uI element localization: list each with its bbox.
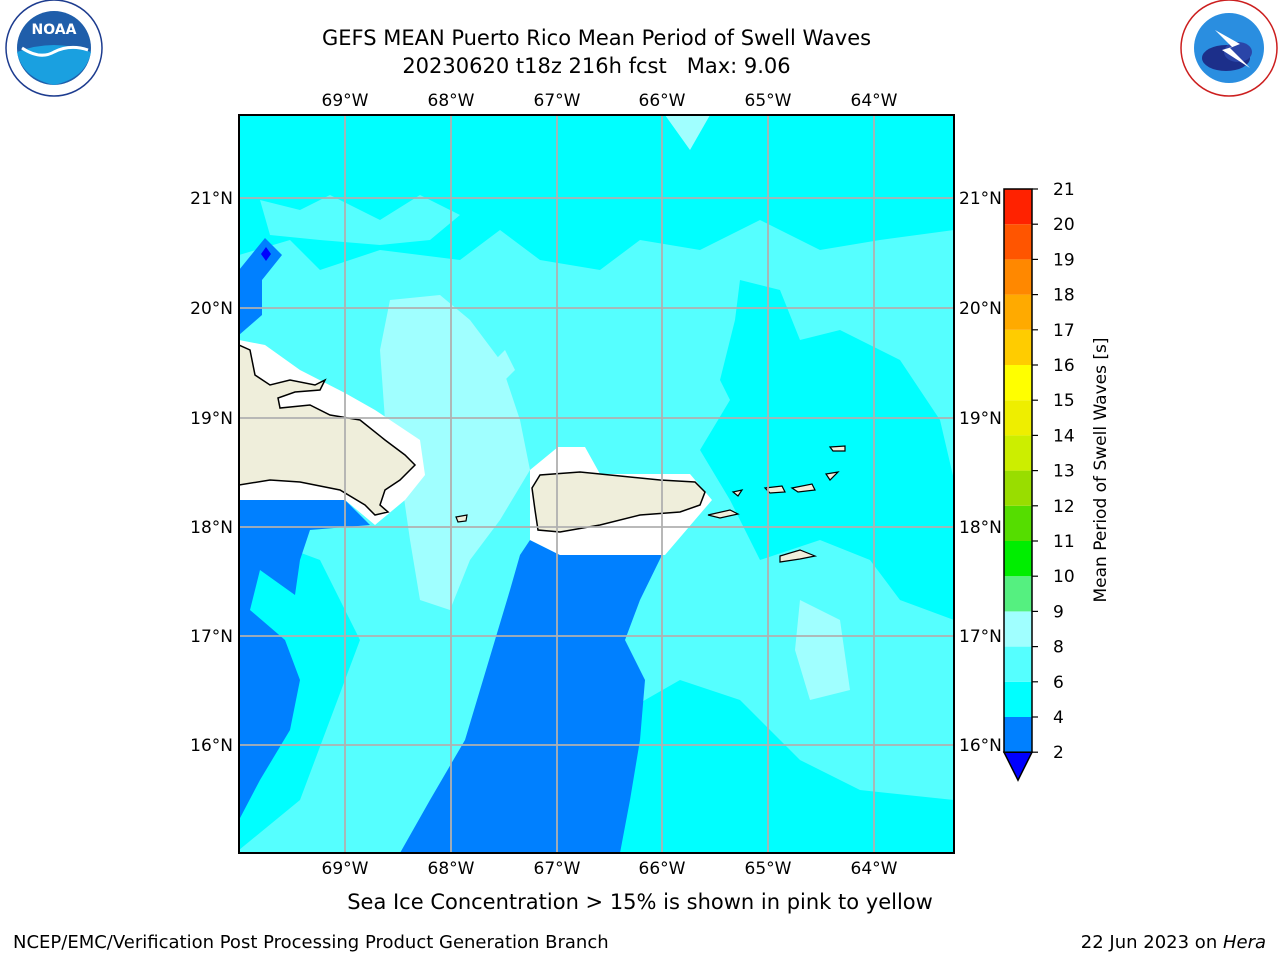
map-title: GEFS MEAN Puerto Rico Mean Period of Swe… xyxy=(321,26,872,50)
colorbar-tick-label: 2 xyxy=(1053,743,1064,763)
colorbar-segment xyxy=(1004,365,1032,401)
colorbar-segment xyxy=(1004,470,1032,506)
colorbar-segment xyxy=(1004,400,1032,436)
lon-label-top: 68°W xyxy=(428,91,475,111)
noaa-logo-text: NOAA xyxy=(32,22,77,38)
colorbar-segment xyxy=(1004,435,1032,471)
lon-label-top: 69°W xyxy=(322,91,369,111)
lon-label-bottom: 67°W xyxy=(534,859,581,879)
noaa-logo: NOAA xyxy=(5,0,103,97)
island-small-7 xyxy=(455,514,468,523)
lat-label-left: 19°N xyxy=(190,409,233,429)
colorbar-segment xyxy=(1004,646,1032,682)
footer-credit: NCEP/EMC/Verification Post Processing Pr… xyxy=(13,932,609,953)
right-lat-labels: 21°N 20°N 19°N 18°N 17°N 16°N xyxy=(959,189,1002,756)
colorbar-tick-label: 18 xyxy=(1053,286,1075,306)
lon-label-bottom: 68°W xyxy=(428,859,475,879)
colorbar-extend-arrow xyxy=(1002,751,1034,782)
colorbar-tick-label: 16 xyxy=(1053,356,1075,376)
field-band-6-8-b xyxy=(260,195,460,245)
lat-label-left: 18°N xyxy=(190,518,233,538)
lon-label-top: 64°W xyxy=(851,91,898,111)
colorbar-segment xyxy=(1004,541,1032,577)
colorbar-segment xyxy=(1004,611,1032,647)
colorbar-tick-label: 6 xyxy=(1053,673,1064,693)
lon-label-top: 67°W xyxy=(534,91,581,111)
island-small-2 xyxy=(731,489,744,497)
colorbar-tick-label: 10 xyxy=(1053,567,1075,587)
swell-period-field xyxy=(239,115,954,853)
field-band-8-9-east xyxy=(795,600,850,700)
lon-label-top: 66°W xyxy=(639,91,686,111)
hispaniola-land xyxy=(239,344,417,516)
island-small-4 xyxy=(790,483,816,493)
lat-label-left: 16°N xyxy=(190,736,233,756)
footer-host: Hera xyxy=(1222,932,1266,953)
field-band-2-4-central xyxy=(400,540,662,853)
colorbar-segment xyxy=(1004,681,1032,717)
colorbar-segment xyxy=(1004,505,1032,541)
colorbar-segment xyxy=(1004,717,1032,753)
colorbar-tick-label: 11 xyxy=(1053,532,1075,552)
lat-label-left: 20°N xyxy=(190,299,233,319)
field-band-8-9-top xyxy=(665,115,710,150)
colorbar-tick-label: 20 xyxy=(1053,215,1075,235)
lon-label-bottom: 69°W xyxy=(322,859,369,879)
island-st-croix xyxy=(779,549,818,563)
field-band-2-4-west xyxy=(239,500,370,820)
lat-label-right: 20°N xyxy=(959,299,1002,319)
island-small-5 xyxy=(824,471,840,481)
lat-label-right: 16°N xyxy=(959,736,1002,756)
colorbar-tick-label: 13 xyxy=(1053,462,1075,482)
sea-ice-note: Sea Ice Concentration > 15% is shown in … xyxy=(347,890,933,914)
colorbar-tick-label: 14 xyxy=(1053,426,1075,446)
colorbar-tick-label: 19 xyxy=(1053,250,1075,270)
colorbar-segment xyxy=(1004,259,1032,295)
colorbar-label: Mean Period of Swell Waves [s] xyxy=(1091,338,1111,603)
island-small-6 xyxy=(828,445,846,452)
lon-label-bottom: 65°W xyxy=(745,859,792,879)
colorbar-segment xyxy=(1004,189,1032,225)
colorbar-segment xyxy=(1004,224,1032,260)
colorbar-tick-label: 15 xyxy=(1053,391,1075,411)
bottom-lon-labels: 69°W 68°W 67°W 66°W 65°W 64°W xyxy=(322,859,898,879)
field-band-4-6-ne xyxy=(239,115,954,215)
island-small-1 xyxy=(707,509,740,519)
field-band-2-4-nw xyxy=(239,238,282,335)
lat-label-right: 17°N xyxy=(959,627,1002,647)
colorbar-tick-label: 12 xyxy=(1053,497,1075,517)
lat-label-right: 21°N xyxy=(959,189,1002,209)
top-lon-labels: 69°W 68°W 67°W 66°W 65°W 64°W xyxy=(322,91,898,111)
colorbar-tick-label: 8 xyxy=(1053,638,1064,658)
lon-label-top: 65°W xyxy=(745,91,792,111)
colorbar-tick-label: 4 xyxy=(1053,708,1064,728)
field-band-4-6-s xyxy=(610,680,954,853)
field-band-8-9-central xyxy=(380,295,530,610)
colorbar-tick-label: 21 xyxy=(1053,180,1075,200)
field-band-4-6-sw xyxy=(239,530,360,850)
colorbar-segment xyxy=(1004,329,1032,365)
left-lat-labels: 21°N 20°N 19°N 18°N 17°N 16°N xyxy=(190,189,233,756)
lon-label-bottom: 66°W xyxy=(639,859,686,879)
nws-logo xyxy=(1180,0,1278,97)
colorbar-segment xyxy=(1004,576,1032,612)
lat-label-left: 21°N xyxy=(190,189,233,209)
colorbar-segment xyxy=(1004,294,1032,330)
map-frame xyxy=(238,114,955,854)
map-subtitle: 20230620 t18z 216h fcst Max: 9.06 xyxy=(402,54,791,78)
colorbar: 2 4 6 8 9 10 11 12 13 14 15 16 17 18 19 20 21 xyxy=(1002,180,1075,782)
lat-label-left: 17°N xyxy=(190,627,233,647)
field-band-2-4-dot xyxy=(261,247,271,261)
colorbar-tick-label: 17 xyxy=(1053,321,1075,341)
colorbar-tick-label: 9 xyxy=(1053,602,1064,622)
footer-date-text: 22 Jun 2023 on xyxy=(1080,932,1223,953)
graticule xyxy=(239,115,954,853)
footer-date: 22 Jun 2023 on Hera xyxy=(1081,932,1266,953)
lon-label-bottom: 64°W xyxy=(851,859,898,879)
field-band-8-9-lat20 xyxy=(495,350,515,380)
lat-label-right: 19°N xyxy=(959,409,1002,429)
lat-label-right: 18°N xyxy=(959,518,1002,538)
